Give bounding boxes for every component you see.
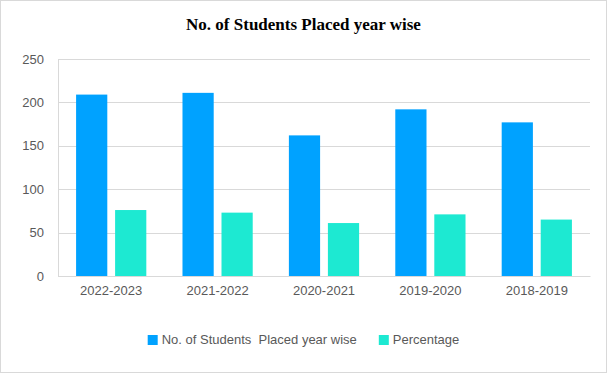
x-tick: 2021-2022 [187, 276, 249, 298]
bar [434, 214, 465, 276]
bar [541, 220, 572, 276]
bar [395, 109, 426, 276]
legend-label: No. of Students Placed year wise [162, 332, 357, 347]
grid-line [58, 59, 590, 60]
grid-line [58, 276, 590, 277]
y-tick: 100 [22, 182, 58, 197]
bar [328, 223, 359, 276]
x-tick-label: 2022-2023 [80, 283, 142, 298]
bar [115, 210, 146, 276]
bar [222, 213, 253, 276]
legend-swatch [148, 335, 158, 345]
x-axis: 2022-2023 2021-2022 2020-2021 2019-2020 2018… [59, 276, 591, 298]
x-tick: 2022-2023 [80, 276, 142, 298]
y-tick: 200 [22, 95, 58, 110]
y-tick: 50 [30, 225, 58, 240]
x-tick-label: 2019-2020 [399, 283, 461, 298]
y-tick: 150 [22, 138, 58, 153]
x-tick-label: 2018-2019 [506, 283, 568, 298]
x-axis-line [59, 276, 591, 277]
grid [58, 60, 590, 277]
y-tick-label: 0 [37, 269, 44, 284]
x-tick-label: 2020-2021 [293, 283, 355, 298]
bars [76, 93, 572, 276]
grid-line [58, 102, 590, 103]
bar-series [76, 93, 533, 276]
chart: No. of Students Placed year wise 0 50 100 15… [0, 0, 607, 373]
x-tick: 2018-2019 [506, 276, 568, 298]
y-axis-line [58, 60, 59, 277]
legend-item: No. of Students Placed year wise [148, 332, 357, 347]
y-tick: 250 [22, 52, 58, 67]
x-tick-label: 2021-2022 [187, 283, 249, 298]
bar-series [115, 210, 572, 276]
legend-item: Percentage [379, 332, 460, 347]
y-tick: 0 [37, 269, 58, 284]
bar [76, 95, 107, 276]
bar [182, 93, 213, 276]
y-axis: 0 50 100 150 200 250 [22, 52, 58, 284]
x-tick: 2020-2021 [293, 276, 355, 298]
bar [289, 135, 320, 276]
y-tick-label: 200 [22, 95, 44, 110]
legend: No. of Students Placed year wise Percenta… [148, 332, 460, 347]
bar [502, 122, 533, 276]
y-tick-label: 50 [30, 225, 44, 240]
chart-border [1, 1, 607, 373]
y-tick-label: 250 [22, 52, 44, 67]
y-tick-label: 100 [22, 182, 44, 197]
legend-label: Percentage [393, 332, 460, 347]
x-tick: 2019-2020 [399, 276, 461, 298]
chart-title: No. of Students Placed year wise [186, 15, 421, 34]
legend-swatch [379, 335, 389, 345]
y-tick-label: 150 [22, 138, 44, 153]
